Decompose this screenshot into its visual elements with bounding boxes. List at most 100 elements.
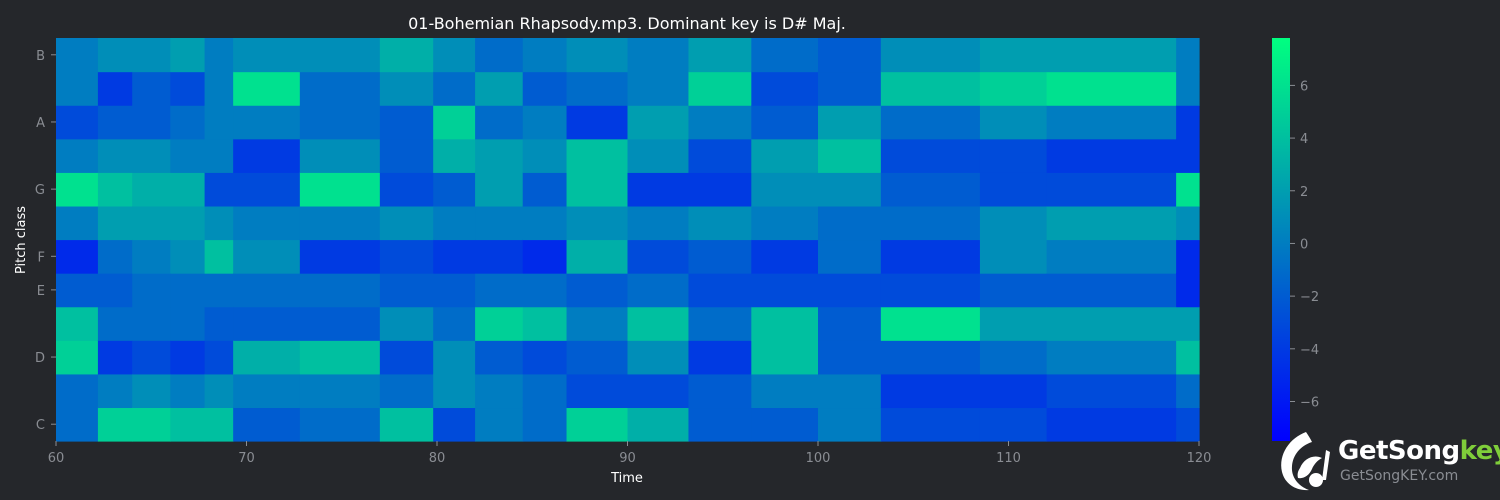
heatmap-cell — [522, 239, 568, 274]
heatmap-cell — [688, 340, 752, 375]
heatmap-cell — [170, 373, 206, 409]
heatmap-cell — [751, 172, 819, 207]
heatmap-cell — [204, 38, 234, 73]
heatmap-cell — [233, 172, 301, 207]
heatmap-cell — [170, 38, 206, 73]
heatmap-cell — [56, 71, 99, 106]
heatmap-cell — [818, 273, 882, 308]
heatmap-cell — [1046, 340, 1177, 375]
heatmap-cell — [97, 407, 133, 442]
heatmap-cell — [880, 340, 981, 375]
heatmap-cell — [627, 205, 690, 241]
heatmap-cell — [379, 138, 434, 173]
heatmap-cell — [233, 138, 301, 173]
heatmap-cell — [522, 373, 568, 409]
heatmap-cell — [204, 105, 234, 140]
heatmap-cell — [1176, 205, 1200, 241]
heatmap-cell — [97, 239, 133, 274]
heatmap-cell — [627, 172, 690, 207]
heatmap-cell — [299, 273, 381, 308]
heatmap-cell — [522, 105, 568, 140]
heatmap-cell — [204, 273, 234, 308]
heatmap-cell — [880, 373, 981, 409]
heatmap-cell — [56, 138, 99, 173]
heatmap-cell — [56, 306, 99, 341]
heatmap-cell — [566, 71, 629, 106]
heatmap-cell — [132, 373, 171, 409]
heatmap-cell — [522, 273, 568, 308]
x-tick-label: 70 — [238, 451, 255, 466]
heatmap-cell — [132, 273, 171, 308]
heatmap-cell — [979, 306, 1048, 341]
heatmap-cell — [751, 373, 819, 409]
heatmap-cell — [379, 407, 434, 442]
y-tick-label: A — [36, 116, 45, 131]
heatmap-cell — [880, 138, 981, 173]
heatmap-cell — [233, 407, 301, 442]
heatmap-cell — [299, 205, 381, 241]
heatmap-cell — [522, 407, 568, 442]
heatmap-cell — [299, 373, 381, 409]
heatmap-cell — [1046, 105, 1177, 140]
heatmap-cell — [132, 340, 171, 375]
heatmap-cell — [522, 71, 568, 106]
heatmap-cell — [379, 373, 434, 409]
heatmap-cell — [204, 239, 234, 274]
heatmap-cell — [379, 38, 434, 73]
heatmap-cell — [566, 138, 629, 173]
heatmap-cell — [170, 205, 206, 241]
heatmap-cell — [979, 205, 1048, 241]
heatmap-cell — [204, 71, 234, 106]
heatmap-cell — [379, 105, 434, 140]
heatmap-cell — [132, 38, 171, 73]
x-tick-label: 120 — [1187, 451, 1212, 466]
heatmap-cell — [233, 205, 301, 241]
x-axis-label: Time — [610, 471, 643, 486]
getsongkey-logo[interactable]: GetSongkey GetSongKEY.com — [1276, 428, 1500, 494]
heatmap-cell — [880, 273, 981, 308]
colorbar-tick-label: 0 — [1300, 237, 1308, 252]
heatmap-cell — [522, 306, 568, 341]
heatmap-cell — [688, 71, 752, 106]
heatmap-cell — [979, 71, 1048, 106]
heatmap-cell — [299, 407, 381, 442]
heatmap-cell — [979, 105, 1048, 140]
heatmap-cell — [475, 306, 524, 341]
heatmap-cell — [170, 172, 206, 207]
heatmap-cell — [751, 273, 819, 308]
x-tick-label: 90 — [619, 451, 636, 466]
heatmap-cell — [751, 340, 819, 375]
heatmap-cell — [880, 306, 981, 341]
heatmap-cell — [751, 38, 819, 73]
colorbar-tick-label: −4 — [1300, 343, 1319, 358]
heatmap-cell — [433, 138, 476, 173]
heatmap-cell — [751, 407, 819, 442]
heatmap-cell — [433, 306, 476, 341]
heatmap-cell — [818, 340, 882, 375]
heatmap-cell — [56, 239, 99, 274]
heatmap-cell — [627, 306, 690, 341]
heatmap-cell — [566, 38, 629, 73]
heatmap-cell — [818, 172, 882, 207]
x-tick-label: 80 — [429, 451, 446, 466]
heatmap-cell — [132, 138, 171, 173]
heatmap-cell — [170, 239, 206, 274]
heatmap-cell — [56, 407, 99, 442]
heatmap-cell — [433, 105, 476, 140]
heatmap-cell — [379, 205, 434, 241]
heatmap-cell — [56, 340, 99, 375]
heatmap-cell — [132, 172, 171, 207]
heatmap-cell — [97, 205, 133, 241]
heatmap-cell — [751, 306, 819, 341]
heatmap-cell — [566, 172, 629, 207]
heatmap-cell — [979, 273, 1048, 308]
heatmap-cell — [818, 373, 882, 409]
heatmap-cell — [233, 373, 301, 409]
heatmap-cell — [299, 138, 381, 173]
heatmap-cell — [979, 138, 1048, 173]
heatmap-cell — [751, 105, 819, 140]
heatmap-cell — [433, 205, 476, 241]
heatmap-cell — [1176, 239, 1200, 274]
heatmap-cell — [475, 340, 524, 375]
heatmap-cell — [818, 38, 882, 73]
